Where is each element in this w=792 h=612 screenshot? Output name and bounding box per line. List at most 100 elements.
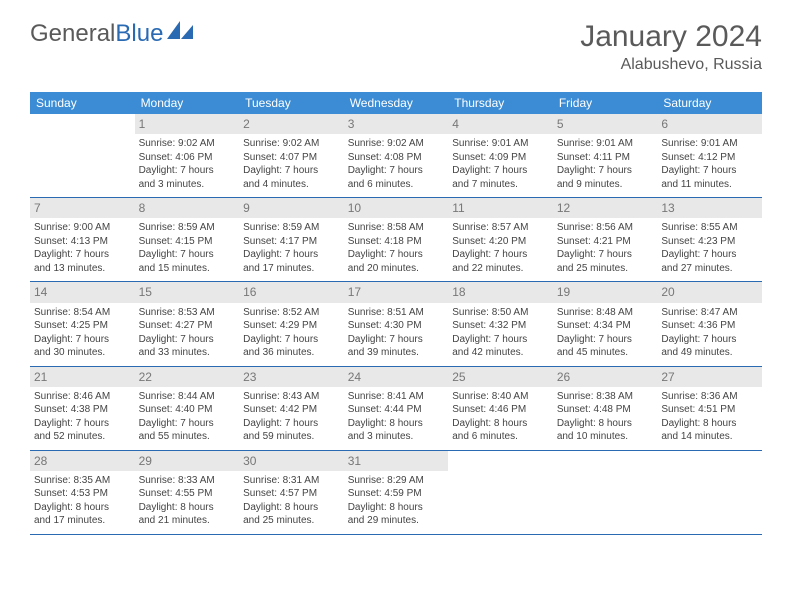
day-cell: 22Sunrise: 8:44 AMSunset: 4:40 PMDayligh…: [135, 366, 240, 450]
day-number: 3: [344, 114, 449, 134]
logo: GeneralBlue: [30, 20, 193, 48]
day-cell: 16Sunrise: 8:52 AMSunset: 4:29 PMDayligh…: [239, 282, 344, 366]
sunrise-text: Sunrise: 8:55 AM: [661, 221, 758, 235]
daylight-text: Daylight: 7 hours: [139, 164, 236, 178]
week-row: 7Sunrise: 9:00 AMSunset: 4:13 PMDaylight…: [30, 198, 762, 282]
daylight-text: Daylight: 7 hours: [452, 164, 549, 178]
day-header: Saturday: [657, 92, 762, 114]
daylight-text: and 21 minutes.: [139, 514, 236, 528]
day-number: 11: [448, 198, 553, 218]
day-cell: 6Sunrise: 9:01 AMSunset: 4:12 PMDaylight…: [657, 114, 762, 198]
sunrise-text: Sunrise: 8:44 AM: [139, 390, 236, 404]
daylight-text: and 6 minutes.: [348, 178, 445, 192]
sunset-text: Sunset: 4:36 PM: [661, 319, 758, 333]
daylight-text: and 14 minutes.: [661, 430, 758, 444]
day-number: 13: [657, 198, 762, 218]
sunset-text: Sunset: 4:55 PM: [139, 487, 236, 501]
day-cell: 10Sunrise: 8:58 AMSunset: 4:18 PMDayligh…: [344, 198, 449, 282]
sunrise-text: Sunrise: 8:41 AM: [348, 390, 445, 404]
daylight-text: and 20 minutes.: [348, 262, 445, 276]
sunset-text: Sunset: 4:25 PM: [34, 319, 131, 333]
sunset-text: Sunset: 4:46 PM: [452, 403, 549, 417]
sunrise-text: Sunrise: 8:56 AM: [557, 221, 654, 235]
day-number: 7: [30, 198, 135, 218]
daylight-text: and 39 minutes.: [348, 346, 445, 360]
header: GeneralBlue January 2024 Alabushevo, Rus…: [30, 20, 762, 74]
day-cell: 23Sunrise: 8:43 AMSunset: 4:42 PMDayligh…: [239, 366, 344, 450]
daylight-text: and 55 minutes.: [139, 430, 236, 444]
sunrise-text: Sunrise: 8:46 AM: [34, 390, 131, 404]
day-cell: 14 Sunrise: 8:54 AMSunset: 4:25 PMDayligh…: [30, 282, 135, 366]
daylight-text: and 33 minutes.: [139, 346, 236, 360]
sunrise-text: Sunrise: 8:50 AM: [452, 306, 549, 320]
daylight-text: Daylight: 7 hours: [452, 248, 549, 262]
daylight-text: Daylight: 7 hours: [34, 333, 131, 347]
daylight-text: Daylight: 7 hours: [34, 248, 131, 262]
day-cell: 12Sunrise: 8:56 AMSunset: 4:21 PMDayligh…: [553, 198, 658, 282]
daylight-text: and 59 minutes.: [243, 430, 340, 444]
daylight-text: and 15 minutes.: [139, 262, 236, 276]
day-number: 29: [135, 451, 240, 471]
daylight-text: and 3 minutes.: [139, 178, 236, 192]
day-number: 14: [30, 282, 135, 302]
day-cell: 2Sunrise: 9:02 AMSunset: 4:07 PMDaylight…: [239, 114, 344, 198]
daylight-text: and 11 minutes.: [661, 178, 758, 192]
sunset-text: Sunset: 4:06 PM: [139, 151, 236, 165]
sunset-text: Sunset: 4:29 PM: [243, 319, 340, 333]
sunrise-text: Sunrise: 8:54 AM: [34, 306, 131, 320]
sunrise-text: Sunrise: 8:35 AM: [34, 474, 131, 488]
day-cell: 25Sunrise: 8:40 AMSunset: 4:46 PMDayligh…: [448, 366, 553, 450]
day-number: 16: [239, 282, 344, 302]
day-cell: 11Sunrise: 8:57 AMSunset: 4:20 PMDayligh…: [448, 198, 553, 282]
sunrise-text: Sunrise: 9:02 AM: [348, 137, 445, 151]
day-cell: 3Sunrise: 9:02 AMSunset: 4:08 PMDaylight…: [344, 114, 449, 198]
day-number: 6: [657, 114, 762, 134]
sunset-text: Sunset: 4:40 PM: [139, 403, 236, 417]
day-header: Sunday: [30, 92, 135, 114]
day-cell: 9Sunrise: 8:59 AMSunset: 4:17 PMDaylight…: [239, 198, 344, 282]
day-cell: 21Sunrise: 8:46 AMSunset: 4:38 PMDayligh…: [30, 366, 135, 450]
daylight-text: and 3 minutes.: [348, 430, 445, 444]
daylight-text: Daylight: 7 hours: [243, 417, 340, 431]
day-cell: 13Sunrise: 8:55 AMSunset: 4:23 PMDayligh…: [657, 198, 762, 282]
sunset-text: Sunset: 4:23 PM: [661, 235, 758, 249]
day-header: Wednesday: [344, 92, 449, 114]
sunrise-text: Sunrise: 8:53 AM: [139, 306, 236, 320]
sunset-text: Sunset: 4:21 PM: [557, 235, 654, 249]
day-number: 23: [239, 367, 344, 387]
daylight-text: and 17 minutes.: [243, 262, 340, 276]
day-number: 28: [30, 451, 135, 471]
week-row: 14Sunrise: 8:54 AMSunset: 4:25 PMDayligh…: [30, 282, 762, 366]
daylight-text: and 10 minutes.: [557, 430, 654, 444]
day-cell: [657, 450, 762, 534]
day-cell: 29Sunrise: 8:33 AMSunset: 4:55 PMDayligh…: [135, 450, 240, 534]
sunrise-text: Sunrise: 9:01 AM: [452, 137, 549, 151]
daylight-text: Daylight: 7 hours: [452, 333, 549, 347]
day-cell: 24Sunrise: 8:41 AMSunset: 4:44 PMDayligh…: [344, 366, 449, 450]
day-cell: 15Sunrise: 8:53 AMSunset: 4:27 PMDayligh…: [135, 282, 240, 366]
day-number: 27: [657, 367, 762, 387]
sunrise-text: Sunrise: 8:51 AM: [348, 306, 445, 320]
day-cell: 27Sunrise: 8:36 AMSunset: 4:51 PMDayligh…: [657, 366, 762, 450]
sunrise-text: Sunrise: 9:02 AM: [243, 137, 340, 151]
day-cell: 1Sunrise: 9:02 AMSunset: 4:06 PMDaylight…: [135, 114, 240, 198]
sunset-text: Sunset: 4:57 PM: [243, 487, 340, 501]
day-number: 17: [344, 282, 449, 302]
daylight-text: Daylight: 7 hours: [243, 248, 340, 262]
daylight-text: Daylight: 8 hours: [34, 501, 131, 515]
day-number: 22: [135, 367, 240, 387]
sunrise-text: Sunrise: 8:59 AM: [139, 221, 236, 235]
day-cell: 7Sunrise: 9:00 AMSunset: 4:13 PMDaylight…: [30, 198, 135, 282]
sunrise-text: Sunrise: 8:38 AM: [557, 390, 654, 404]
day-cell: [30, 114, 135, 198]
daylight-text: and 13 minutes.: [34, 262, 131, 276]
sunrise-text: Sunrise: 9:00 AM: [34, 221, 131, 235]
day-cell: 20Sunrise: 8:47 AMSunset: 4:36 PMDayligh…: [657, 282, 762, 366]
day-number: 25: [448, 367, 553, 387]
daylight-text: and 29 minutes.: [348, 514, 445, 528]
logo-text-b: Blue: [115, 20, 163, 48]
sunset-text: Sunset: 4:20 PM: [452, 235, 549, 249]
sunset-text: Sunset: 4:27 PM: [139, 319, 236, 333]
day-number: 5: [553, 114, 658, 134]
daylight-text: and 45 minutes.: [557, 346, 654, 360]
